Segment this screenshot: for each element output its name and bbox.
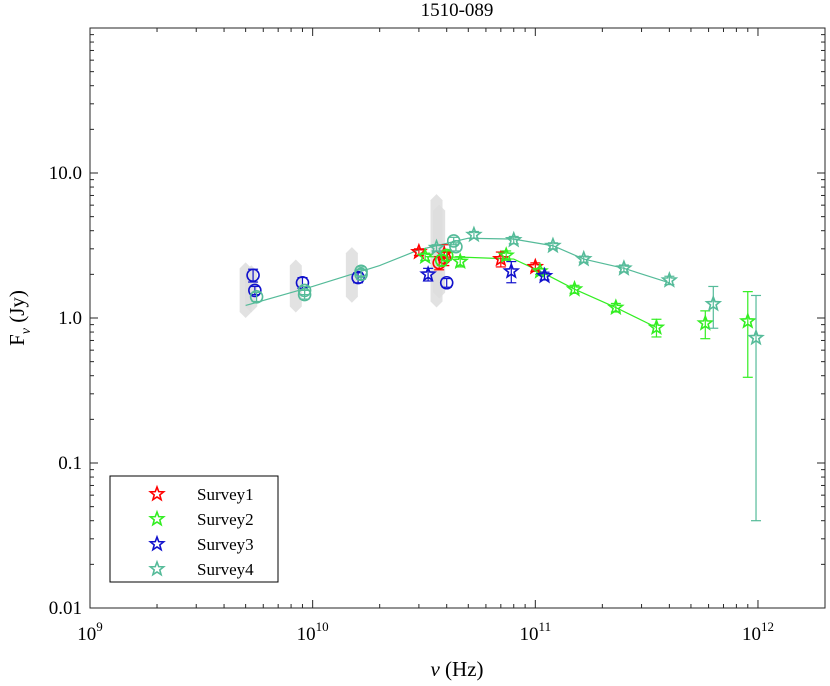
star-point-survey2 xyxy=(647,318,666,338)
legend-star-icon xyxy=(148,484,166,502)
y-tick-label: 0.01 xyxy=(49,598,82,619)
grey-band xyxy=(245,265,258,313)
y-tick-labels: 0.01 0.1 1.0 10.0 xyxy=(49,163,82,619)
legend-item-survey1: Survey1 xyxy=(148,484,254,504)
legend-label: Survey2 xyxy=(197,510,254,529)
star-point-survey4 xyxy=(544,236,562,254)
legend-items: Survey1 Survey2 Survey3 Survey4 xyxy=(148,484,254,579)
legend-item-survey2: Survey2 xyxy=(148,509,254,529)
star-point-survey2 xyxy=(416,247,434,265)
star-point-survey4 xyxy=(747,294,765,522)
star-point-survey3 xyxy=(502,260,521,284)
fit-line-survey4 xyxy=(245,237,670,307)
star-point-survey2 xyxy=(607,298,625,316)
star-point-survey4 xyxy=(574,249,593,267)
star-point-survey4 xyxy=(465,225,483,243)
legend-label: Survey3 xyxy=(197,535,254,554)
legend-star-icon xyxy=(148,509,166,527)
legend-box xyxy=(109,475,279,583)
star-point-survey4 xyxy=(615,259,633,276)
legend-label: Survey1 xyxy=(197,485,254,504)
data-points xyxy=(246,225,765,522)
star-point-survey2 xyxy=(738,291,757,378)
star-point-survey3 xyxy=(419,265,437,282)
legend-item-survey4: Survey4 xyxy=(148,559,254,579)
x-axis-title: ν (Hz) xyxy=(430,657,483,681)
star-point-survey3 xyxy=(535,266,554,284)
legend-label: Survey4 xyxy=(197,560,254,579)
legend-star-icon xyxy=(148,559,166,577)
axis-ticks xyxy=(89,28,826,609)
grey-band xyxy=(289,259,302,313)
legend-star-icon xyxy=(148,534,166,552)
y-tick-label: 1.0 xyxy=(58,308,82,329)
x-tick-label: 1010 xyxy=(297,619,329,645)
star-point-survey2 xyxy=(565,279,584,297)
legend-item-survey3: Survey3 xyxy=(148,534,254,554)
y-tick-label: 10.0 xyxy=(49,163,82,184)
circle-point-survey1 xyxy=(432,256,446,271)
circle-point-survey4 xyxy=(449,239,463,254)
star-point-survey4 xyxy=(704,285,723,329)
star-point-survey4 xyxy=(660,271,679,288)
circle-point-survey4 xyxy=(297,283,312,298)
legend: Survey1 Survey2 Survey3 Survey4 xyxy=(109,475,279,583)
chart-title: 1510-089 xyxy=(421,0,494,21)
star-point-survey2 xyxy=(497,246,516,263)
star-point-survey2 xyxy=(451,252,470,270)
y-axis-title: Fν (Jy) xyxy=(5,290,34,346)
x-tick-label: 1012 xyxy=(742,619,774,645)
circle-point-survey2 xyxy=(439,248,454,263)
x-tick-label: 109 xyxy=(77,619,103,645)
star-point-survey4 xyxy=(427,238,446,256)
circle-point-survey3 xyxy=(439,275,454,290)
x-tick-labels: 109 1010 1011 1012 xyxy=(77,619,774,645)
star-point-survey4 xyxy=(504,230,523,248)
x-tick-label: 1011 xyxy=(520,619,552,645)
y-tick-label: 0.1 xyxy=(58,453,82,474)
circle-point-survey3 xyxy=(246,268,260,283)
circle-point-survey4 xyxy=(354,267,368,282)
circle-point-survey4 xyxy=(249,290,264,304)
